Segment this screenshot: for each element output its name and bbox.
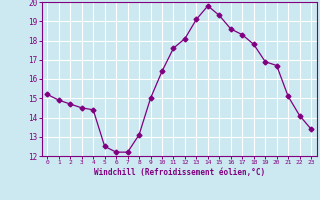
X-axis label: Windchill (Refroidissement éolien,°C): Windchill (Refroidissement éolien,°C) [94, 168, 265, 177]
